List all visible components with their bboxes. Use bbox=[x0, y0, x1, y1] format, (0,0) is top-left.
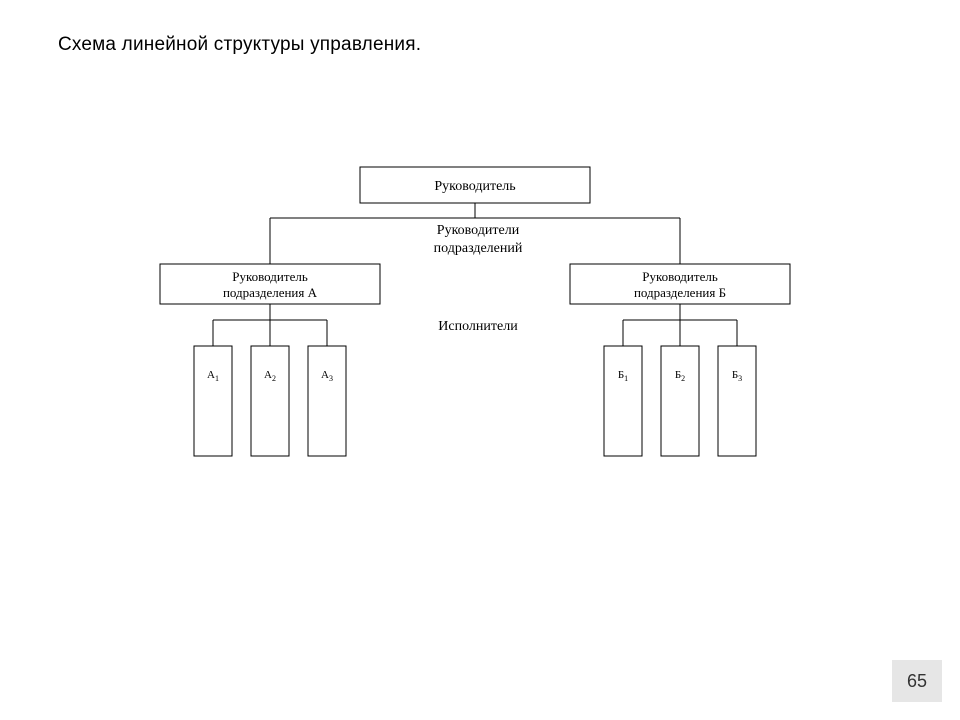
node-leaf-b1 bbox=[604, 346, 642, 456]
node-manager-b-line2: подразделения Б bbox=[634, 285, 726, 300]
node-leaf-b2 bbox=[661, 346, 699, 456]
page-number: 65 bbox=[892, 660, 942, 702]
level-label-managers-line2: подразделений bbox=[434, 241, 523, 256]
node-leaf-b3 bbox=[718, 346, 756, 456]
node-leaf-a1 bbox=[194, 346, 232, 456]
level-label-managers-line1: Руководители bbox=[437, 223, 520, 238]
level-label-executors: Исполнители bbox=[438, 319, 518, 334]
node-leaf-a2 bbox=[251, 346, 289, 456]
node-manager-a-line1: Руководитель bbox=[232, 269, 308, 284]
node-manager-a-line2: подразделения А bbox=[223, 285, 318, 300]
node-leaf-a3 bbox=[308, 346, 346, 456]
org-chart: Руководитель Руководители подразделений … bbox=[0, 0, 960, 720]
node-manager-b-line1: Руководитель bbox=[642, 269, 718, 284]
page-number-value: 65 bbox=[907, 671, 927, 692]
node-root-label: Руководитель bbox=[434, 179, 515, 194]
